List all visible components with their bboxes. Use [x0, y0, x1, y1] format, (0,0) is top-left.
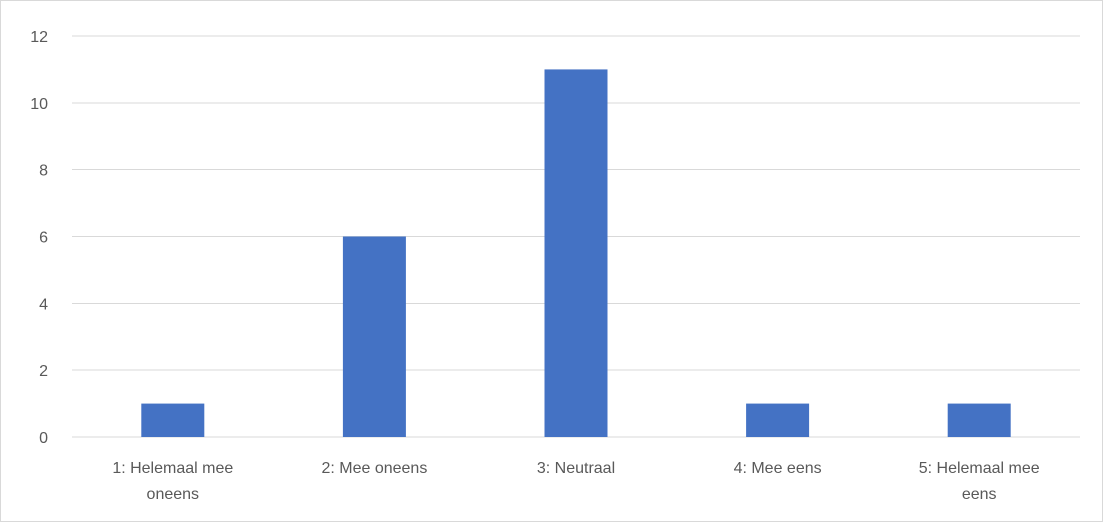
bar: [141, 403, 205, 437]
x-axis-tick-labels: 1: Helemaal mee oneens 2: Mee oneens 3: Neu…: [112, 460, 1039, 503]
bar: [746, 403, 810, 437]
bar: [342, 236, 406, 437]
x-tick-label: 4: Mee eens: [734, 460, 822, 477]
x-tick-label: 1: Helemaal mee oneens: [112, 460, 233, 503]
y-tick-label: 4: [39, 296, 48, 313]
y-tick-label: 12: [30, 29, 48, 46]
bar: [544, 69, 608, 438]
y-tick-label: 8: [39, 163, 48, 180]
y-tick-label: 0: [39, 430, 48, 447]
y-tick-label: 10: [30, 96, 48, 113]
x-tick-label: 5: Helemaal mee eens: [919, 460, 1040, 503]
y-tick-label: 6: [39, 230, 48, 247]
bar: [947, 403, 1011, 437]
y-axis-tick-labels: 0 2 4 6 8 10 12: [30, 29, 48, 447]
x-tick-label: 2: Mee oneens: [321, 460, 427, 477]
x-tick-label: 3: Neutraal: [537, 460, 615, 477]
y-tick-label: 2: [39, 363, 48, 380]
bars: [141, 69, 1011, 438]
